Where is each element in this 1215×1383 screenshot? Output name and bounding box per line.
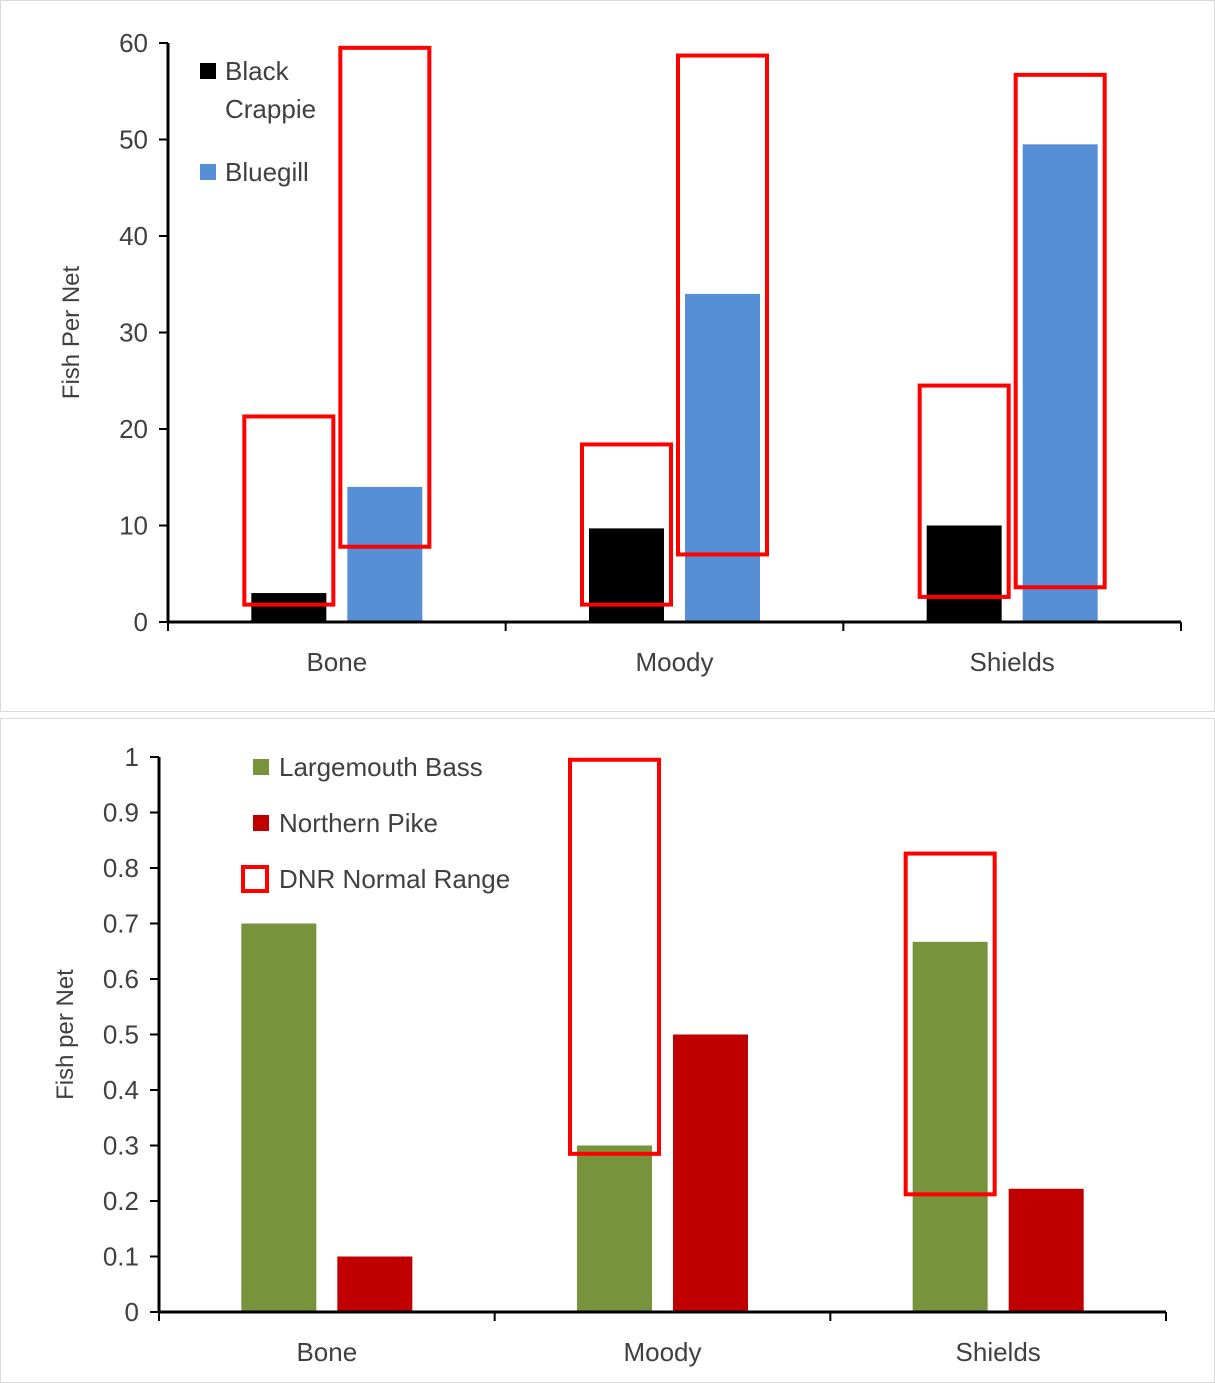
chart1-range-box-black-crappie-moody — [580, 442, 673, 607]
chart1-y-tick-label: 0 — [134, 607, 148, 637]
chart2-y-tick-label: 0.7 — [103, 909, 139, 939]
chart2-x-category-label-bone: Bone — [296, 1337, 357, 1367]
chart1-bar-black-crappie-bone — [251, 593, 327, 622]
chart1-x-category-label-shields: Shields — [970, 647, 1055, 677]
chart1-bar-black-crappie-shields — [926, 525, 1002, 622]
chart1-range-box-bluegill-shields — [1013, 72, 1107, 590]
chart2-legend-label-largemouth-bass: Largemouth Bass — [279, 752, 483, 782]
chart2-y-axis-title: Fish per Net — [52, 969, 79, 1100]
chart1-legend-label-black-crappie: Crappie — [225, 94, 316, 124]
chart1-bar-black-crappie-moody — [589, 528, 664, 622]
chart1-legend-swatch-black-crappie — [200, 63, 216, 79]
chart1-y-tick-label: 20 — [119, 414, 148, 444]
chart2-y-tick-label: 0 — [125, 1297, 139, 1327]
chart1-y-tick-label: 50 — [119, 125, 148, 155]
chart1-y-axis-title: Fish Per Net — [58, 265, 85, 399]
chart-bottom-svg: 0 0.1 0.2 0.3 0.4 0.5 0.6 0.7 0.8 0.9 1 Bone Moody Sh… — [52, 742, 1167, 1367]
chart1-bar-bluegill-shields — [1022, 144, 1098, 622]
chart2-bar-northern-pike-moody — [673, 1034, 748, 1312]
chart2-bar-northern-pike-shields — [1008, 1188, 1084, 1312]
chart1-legend-swatch-bluegill — [200, 164, 216, 180]
chart1-bar-bluegill-moody — [685, 293, 760, 622]
chart1-y-tick-label: 30 — [119, 318, 148, 348]
chart2-bar-northern-pike-bone — [337, 1256, 413, 1312]
chart2-x-category-label-moody: Moody — [623, 1337, 701, 1367]
chart-top-svg: 0 10 20 30 40 50 60 Bone Moody Shields Fish Per Ne… — [58, 28, 1182, 677]
chart2-bar-largemouth-bass-bone — [241, 923, 317, 1312]
chart-panel-bottom: 0 0.1 0.2 0.3 0.4 0.5 0.6 0.7 0.8 0.9 1 Bone Moody Sh… — [0, 718, 1215, 1383]
chart1-range-box-black-crappie-shields — [917, 383, 1011, 599]
chart1-bar-bluegill-bone — [347, 486, 423, 622]
chart1-x-category-label-moody: Moody — [635, 647, 713, 677]
chart1-range-box-black-crappie-bone — [242, 414, 336, 607]
chart2-y-tick-label: 0.1 — [103, 1242, 139, 1272]
chart1-x-category-label-bone: Bone — [306, 647, 367, 677]
chart2-range-box-largemouth-bass-moody — [568, 757, 661, 1156]
chart2-range-box-largemouth-bass-shields — [903, 851, 997, 1197]
chart2-legend-swatch-largemouth-bass — [253, 759, 269, 775]
chart2-legend-label-normal-range: DNR Normal Range — [279, 864, 510, 894]
chart2-bar-largemouth-bass-moody — [577, 1145, 652, 1312]
chart2-y-tick-label: 0.4 — [103, 1075, 139, 1105]
chart2-legend-swatch-northern-pike — [253, 815, 269, 831]
chart2-y-tick-label: 0.8 — [103, 853, 139, 883]
chart2-y-tick-label: 1 — [125, 742, 139, 772]
chart2-legend-label-northern-pike: Northern Pike — [279, 808, 438, 838]
chart2-y-tick-label: 0.5 — [103, 1020, 139, 1050]
chart2-bar-largemouth-bass-shields — [912, 941, 988, 1312]
chart2-x-category-label-shields: Shields — [956, 1337, 1041, 1367]
chart2-y-tick-label: 0.9 — [103, 798, 139, 828]
chart1-range-box-bluegill-moody — [676, 53, 769, 557]
chart1-y-tick-label: 60 — [119, 28, 148, 58]
chart1-y-tick-label: 10 — [119, 511, 148, 541]
chart1-y-tick-label: 40 — [119, 221, 148, 251]
chart1-legend-label-bluegill: Bluegill — [225, 157, 309, 187]
chart2-y-tick-label: 0.3 — [103, 1131, 139, 1161]
chart2-legend-swatch-normal-range — [241, 865, 269, 893]
chart2-y-tick-label: 0.6 — [103, 964, 139, 994]
chart2-y-tick-label: 0.2 — [103, 1186, 139, 1216]
chart1-range-box-bluegill-bone — [338, 45, 432, 549]
chart-panel-top: 0 10 20 30 40 50 60 Bone Moody Shields Fish Per Ne… — [0, 0, 1215, 712]
chart1-legend-label-black-crappie: Black — [225, 56, 290, 86]
